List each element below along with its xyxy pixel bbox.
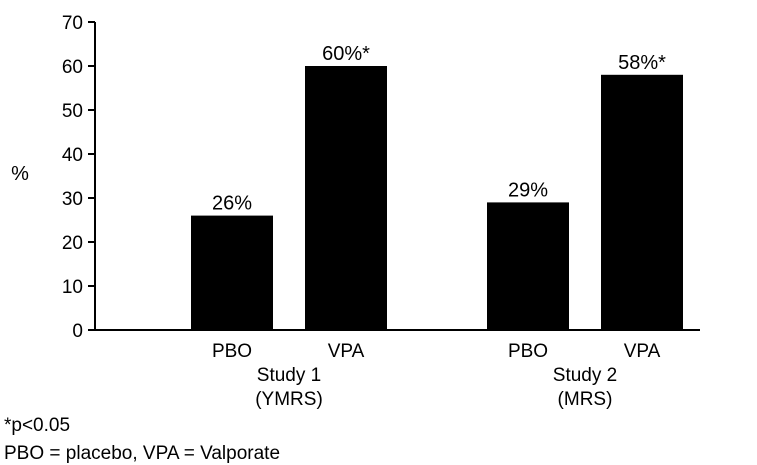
group-sublabel: (YMRS)	[255, 389, 323, 410]
y-tick-label: 10	[62, 277, 83, 298]
category-label: PBO	[508, 341, 548, 362]
bars	[191, 66, 683, 330]
category-label: VPA	[624, 341, 661, 362]
group-label: Study 2	[553, 365, 617, 386]
group-sublabel: (MRS)	[558, 389, 613, 410]
footnotes: *p<0.05 PBO = placebo, VPA = Valporate	[4, 415, 280, 464]
bar-vpa-study-1	[305, 66, 387, 330]
y-ticks: 0 10 20 30 40 50 60 70	[62, 13, 95, 342]
y-tick-label: 20	[62, 233, 83, 254]
group-label: Study 1	[257, 365, 321, 386]
y-tick-label: 0	[72, 321, 83, 342]
y-tick-label: 60	[62, 57, 83, 78]
footnote-significance: *p<0.05	[4, 415, 70, 436]
bar-pbo-study-2	[487, 202, 569, 330]
y-axis-label: %	[11, 163, 29, 185]
y-tick-label: 30	[62, 189, 83, 210]
bar-value-label: 29%	[508, 179, 548, 201]
bar-vpa-study-2	[601, 74, 683, 330]
category-label: PBO	[212, 341, 252, 362]
labels: 26% PBO 60%* VPA Study 1 (YMRS) 29% PBO 58%* VPA S…	[212, 43, 666, 410]
y-tick-label: 40	[62, 145, 83, 166]
y-tick-label: 50	[62, 101, 83, 122]
bar-pbo-study-1	[191, 215, 273, 330]
bar-value-label: 58%*	[618, 52, 666, 74]
bar-value-label: 60%*	[322, 43, 370, 65]
y-tick-label: 70	[62, 13, 83, 34]
category-label: VPA	[328, 341, 365, 362]
footnote-abbreviations: PBO = placebo, VPA = Valporate	[4, 443, 280, 464]
bar-value-label: 26%	[212, 193, 252, 215]
